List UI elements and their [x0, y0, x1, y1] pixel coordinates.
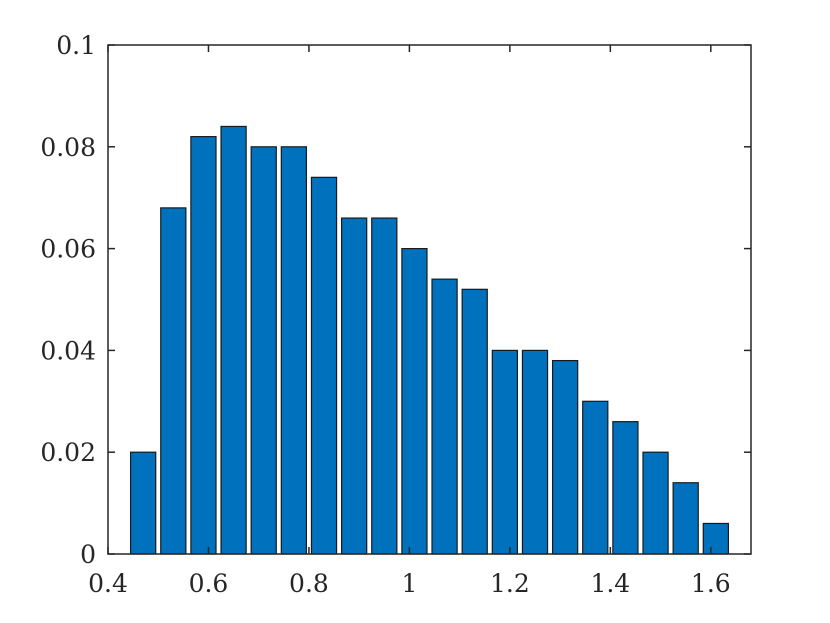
bar — [582, 400, 609, 555]
y-tick-label: 0.1 — [56, 31, 96, 60]
bar — [160, 207, 187, 555]
x-tick-label: 1.2 — [490, 569, 530, 598]
bar — [401, 248, 428, 555]
x-tick-label: 0.4 — [88, 569, 128, 598]
bar — [130, 451, 157, 555]
x-tick-label: 1 — [401, 569, 417, 598]
y-tick-label: 0.02 — [40, 438, 96, 467]
bar — [280, 146, 308, 555]
bar — [190, 136, 217, 555]
bar — [642, 451, 669, 555]
tick-labels-group: 0.4 0.6 0.8 1 1.2 1.4 1.6 0 0.02 0.04 0.06 0.08 0.1 — [40, 31, 730, 598]
bar — [551, 359, 579, 555]
bar — [491, 349, 519, 555]
bar — [431, 278, 458, 555]
bars-group — [130, 125, 729, 555]
bar — [220, 125, 247, 555]
bar — [250, 146, 277, 555]
x-tick-label: 0.6 — [189, 569, 229, 598]
bar — [371, 217, 398, 555]
bar — [672, 482, 699, 555]
bar — [521, 349, 549, 555]
x-tick-label: 1.4 — [590, 569, 630, 598]
plot-frame — [107, 44, 752, 555]
y-tick-label: 0 — [80, 540, 96, 569]
y-tick-label: 0.04 — [40, 336, 96, 365]
bar — [340, 217, 368, 555]
x-tick-label: 1.6 — [691, 569, 731, 598]
bar — [702, 522, 729, 555]
y-tick-label: 0.08 — [40, 133, 96, 162]
bar — [461, 288, 488, 555]
y-tick-label: 0.06 — [40, 235, 96, 264]
bar — [612, 421, 639, 555]
x-tick-label: 0.8 — [289, 569, 329, 598]
bar — [310, 176, 338, 555]
